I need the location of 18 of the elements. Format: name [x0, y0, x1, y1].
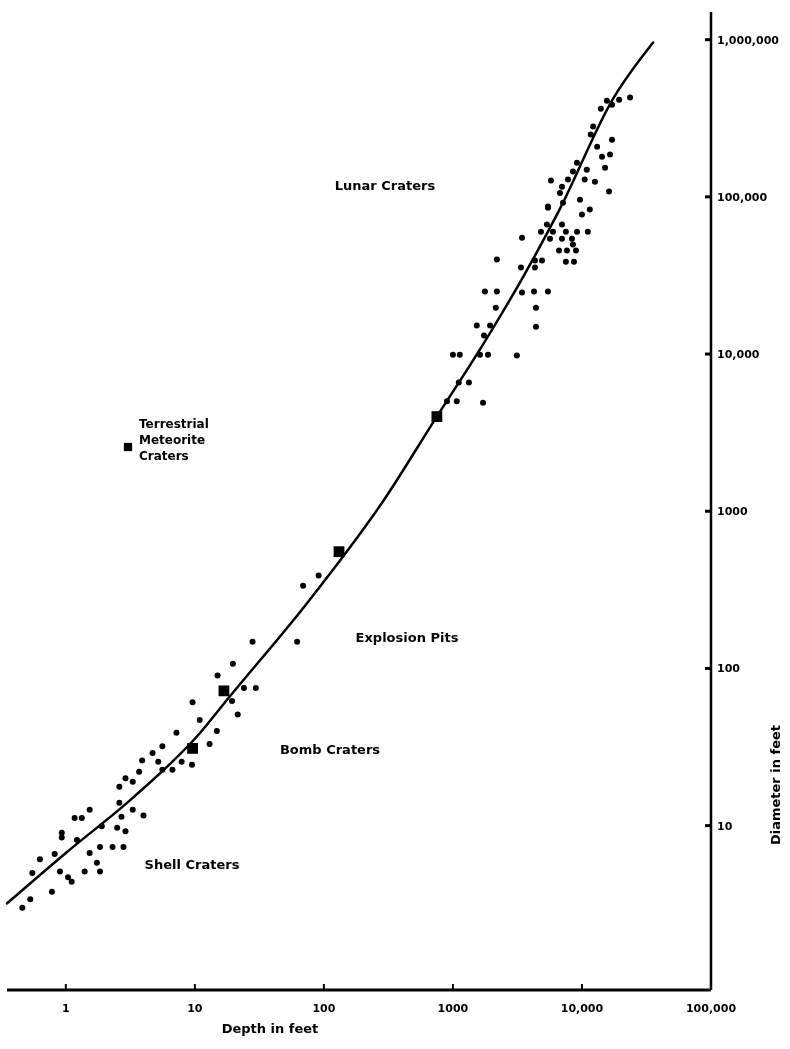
- y-axis-title: Diameter in feet: [768, 724, 783, 846]
- y-tick-label: 1000: [717, 505, 748, 519]
- annotation: Bomb Craters: [279, 742, 381, 757]
- x-tick-label: 10,000: [560, 1002, 604, 1015]
- y-tick-label: 10,000: [717, 348, 760, 362]
- x-tick-label: 10: [187, 1002, 203, 1015]
- legend-label: Terrestrial Meteorite Craters: [139, 417, 209, 463]
- y-tick-label: 100,000: [717, 190, 768, 204]
- y-tick-label: 100: [717, 662, 741, 676]
- y-tick-label: 1,000,000: [717, 33, 780, 47]
- x-tick-label: 1: [62, 1002, 70, 1015]
- x-tick-label: 1000: [437, 1002, 469, 1015]
- annotation: Shell Craters: [144, 857, 240, 872]
- x-axis-title: Depth in feet: [221, 1021, 319, 1036]
- y-tick-label: 10: [717, 819, 733, 833]
- annotation: Lunar Craters: [334, 178, 436, 193]
- x-tick-label: 100: [312, 1002, 336, 1015]
- annotation: Explosion Pits: [355, 630, 459, 645]
